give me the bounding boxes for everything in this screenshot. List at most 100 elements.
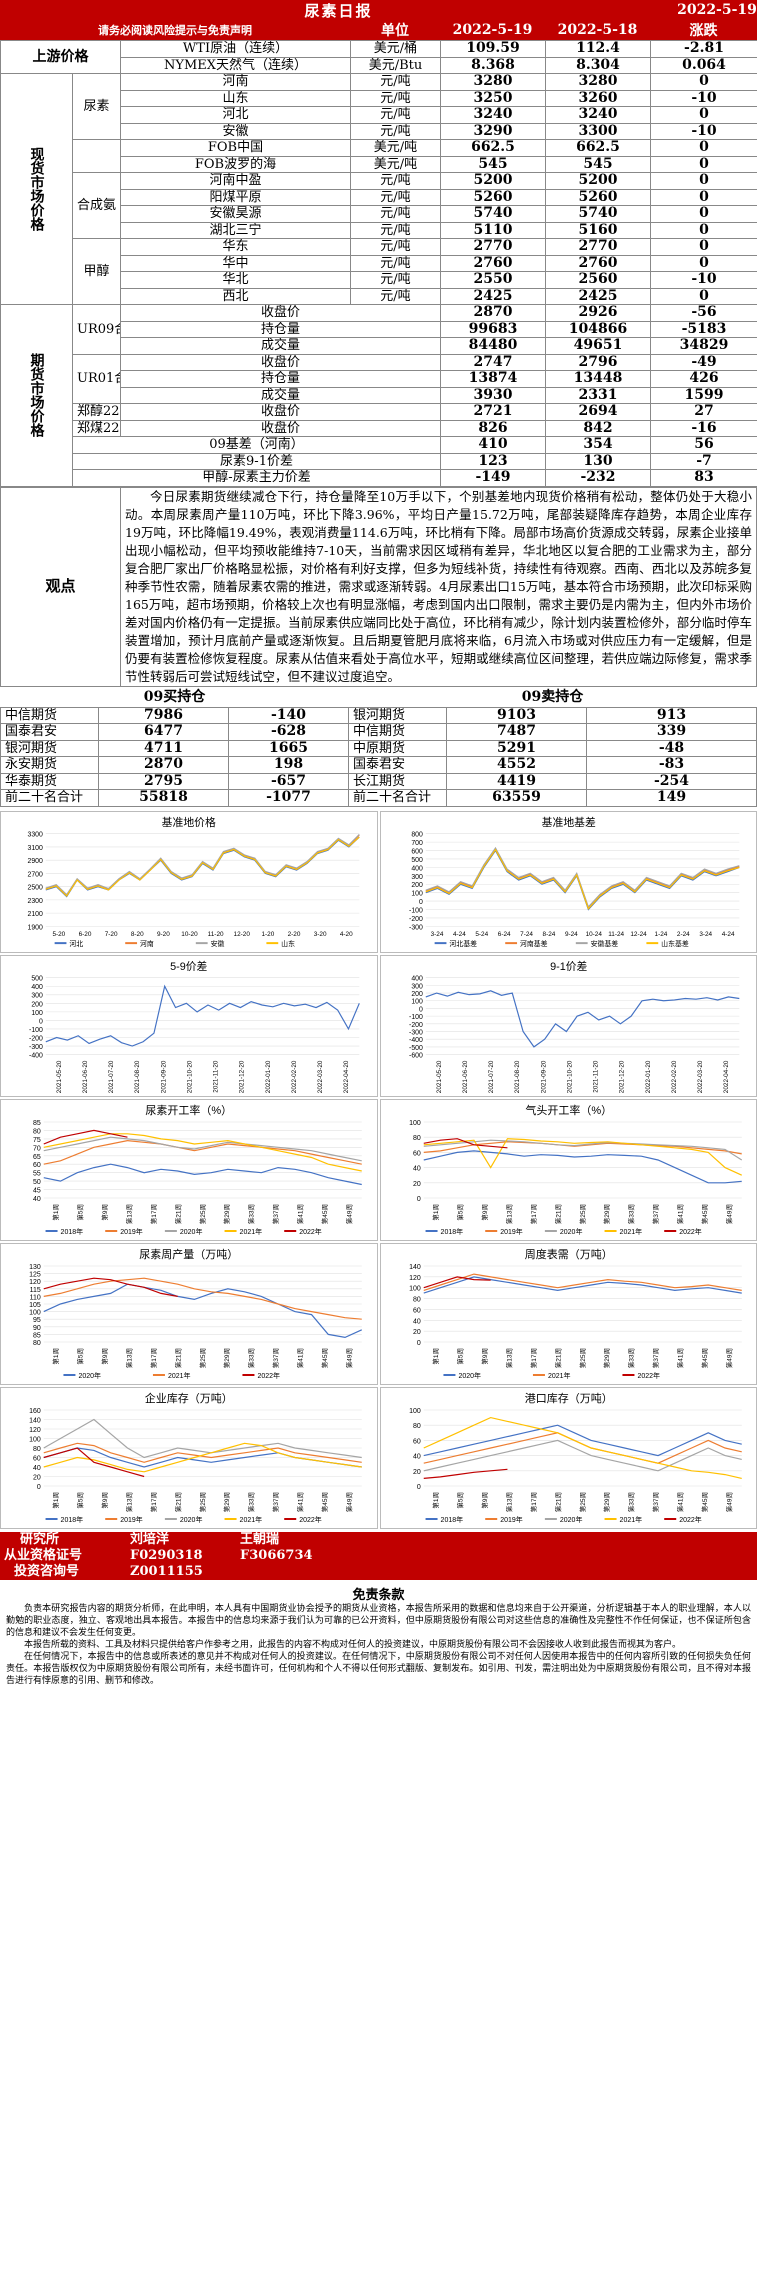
sell-position: 63559 <box>446 789 588 807</box>
y-tick-label: 50 <box>33 1179 41 1186</box>
chart-panel: 尿素周产量（万吨） 130 125 120 115 110 105 100 95 90 85 80 第1… <box>0 1242 378 1385</box>
x-tick-label: 第25周 <box>198 1492 207 1512</box>
row-value-2: 104866 <box>545 320 651 338</box>
col-unit: 单位 <box>381 23 409 39</box>
series-line <box>423 1439 742 1471</box>
row-value-1: 2760 <box>440 254 546 272</box>
y-tick-label: 400 <box>411 975 423 982</box>
observation-label: 观点 <box>0 486 121 687</box>
series-line <box>45 984 360 1047</box>
row-value-2: 662.5 <box>545 139 651 157</box>
legend-label: 2018年 <box>61 1515 84 1524</box>
sell-position: 9103 <box>446 706 588 724</box>
sell-broker: 银河期货 <box>348 706 448 724</box>
row-unit: 元/吨 <box>350 188 441 206</box>
disclaimer-paragraph-2: 本报告所载的资料、工具及材料只提供给客户作参考之用，此报告的内容不构成对任何人的… <box>24 1639 682 1650</box>
y-tick-label: 160 <box>29 1408 41 1415</box>
analyst-footer: 研究所 刘培洋 王朝瑞 从业资格证号 F0290318 F3066734 投资咨询号 Z0… <box>0 1531 757 1580</box>
x-tick-label: 第17周 <box>149 1492 158 1512</box>
x-tick-label: 第45周 <box>700 1204 709 1224</box>
row-value-1: 3240 <box>440 106 546 124</box>
row-name: 收盘价 <box>120 353 441 371</box>
chart-svg: 气头开工率（%） 100 80 60 40 20 0 第1周 第5周 第9周 第13周 第17周 第21… <box>409 1103 742 1236</box>
x-tick-label: 2-24 <box>676 931 689 938</box>
buy-broker: 永安期货 <box>0 756 99 774</box>
x-tick-label: 8-20 <box>131 931 144 938</box>
row-change: -49 <box>650 353 757 371</box>
row-value-1: 410 <box>440 436 546 454</box>
row-change: -5183 <box>650 320 757 338</box>
position-row: 银河期货 4711 1665 中原期货 5291 -48 <box>0 739 757 757</box>
series-line <box>43 1418 362 1458</box>
legend-label: 2020年 <box>559 1227 582 1236</box>
x-tick-label: 第9周 <box>100 1492 109 1509</box>
x-tick-label: 12-20 <box>234 931 251 938</box>
risk-notice: 请务必阅读风险提示与免责声明 <box>98 24 252 37</box>
row-name: NYMEX天然气（连续） <box>120 56 351 74</box>
legend-label: 2021年 <box>168 1371 191 1380</box>
y-tick-label: 20 <box>412 1180 420 1187</box>
x-tick-label: 第33周 <box>626 1348 635 1368</box>
series-line <box>423 1431 742 1464</box>
y-tick-label: 0 <box>416 1484 420 1491</box>
y-tick-label: 40 <box>412 1453 420 1460</box>
x-tick-label: 第45周 <box>320 1492 329 1512</box>
y-tick-label: 600 <box>411 848 423 855</box>
y-tick-label: -200 <box>409 915 423 922</box>
y-tick-label: 300 <box>31 992 43 999</box>
x-tick-label: 第41周 <box>296 1492 305 1512</box>
y-tick-label: 100 <box>411 998 423 1005</box>
series-line <box>43 1283 362 1338</box>
y-tick-label: 0 <box>416 1340 420 1347</box>
sell-broker: 长江期货 <box>348 772 448 790</box>
x-tick-label: 第49周 <box>724 1348 733 1368</box>
charts-grid: 基准地价格 3300 3100 2900 2700 2500 2300 2100 1900 5-2… <box>0 810 757 1529</box>
y-tick-label: 2100 <box>27 911 42 918</box>
series-line <box>43 1277 362 1320</box>
observation-table: 观点 今日尿素期货继续减仓下行，持仓量降至10万手以下，个别基差地内现货价格稍有… <box>0 486 757 687</box>
series-line <box>43 1136 362 1161</box>
buy-position: 6477 <box>98 723 229 741</box>
legend-label: 2020年 <box>180 1227 203 1236</box>
chart-svg: 基准地价格 3300 3100 2900 2700 2500 2300 2100 1900 5-2… <box>27 814 360 948</box>
row-name: 安徽 <box>120 122 351 140</box>
x-tick-label: 5-20 <box>52 931 65 938</box>
x-tick-label: 3-20 <box>314 931 327 938</box>
futures-section-label: 期货市场价格 <box>0 304 73 487</box>
disclaimer-paragraph-1: 负责本研究报告内容的期货分析师，在此申明，本人具有中国期货业协会授予的期货从业资… <box>6 1603 751 1638</box>
x-tick-label: 10-20 <box>181 931 198 938</box>
row-unit: 美元/吨 <box>350 155 441 173</box>
y-tick-label: 100 <box>29 1436 41 1443</box>
row-value-1: 99683 <box>440 320 546 338</box>
position-row: 华泰期货 2795 -657 长江期货 4419 -254 <box>0 772 757 790</box>
series-line <box>423 1275 491 1288</box>
x-tick-label: 第29周 <box>602 1348 611 1368</box>
row-value-1: 8.368 <box>440 56 546 74</box>
row-change: 0 <box>650 139 757 157</box>
x-tick-label: 1-24 <box>654 931 667 938</box>
x-tick-label: 第13周 <box>504 1348 513 1368</box>
x-tick-label: 7-20 <box>105 931 118 938</box>
x-tick-label: 第13周 <box>124 1204 133 1224</box>
series-line <box>43 1446 145 1477</box>
y-tick-label: 0 <box>418 899 422 906</box>
x-tick-label: 2022-03-20 <box>697 1060 704 1093</box>
chart-svg: 周度表需（万吨） 140 120 100 80 60 40 20 0 第1周 第5周 第9周 第13周 第… <box>409 1247 742 1380</box>
x-tick-label: 2022-04-20 <box>343 1060 350 1093</box>
chart-title: 基准地价格 <box>162 814 216 828</box>
row-value-2: 2694 <box>545 403 651 421</box>
x-tick-label: 2021-11-20 <box>213 1060 220 1093</box>
y-tick-label: 105 <box>29 1302 41 1309</box>
y-tick-label: 85 <box>33 1332 41 1339</box>
x-tick-label: 第21周 <box>173 1204 182 1224</box>
y-tick-label: 0 <box>416 1196 420 1203</box>
x-tick-label: 2021-08-20 <box>134 1060 141 1093</box>
y-tick-label: 120 <box>29 1279 41 1286</box>
row-change: 0 <box>650 188 757 206</box>
report-title: 尿素日报 <box>304 1 373 20</box>
row-unit: 元/吨 <box>350 238 441 256</box>
legend-label: 2022年 <box>679 1227 702 1236</box>
x-tick-label: 第41周 <box>675 1204 684 1224</box>
row-name: 持仓量 <box>120 320 441 338</box>
y-tick-label: 45 <box>33 1187 41 1194</box>
